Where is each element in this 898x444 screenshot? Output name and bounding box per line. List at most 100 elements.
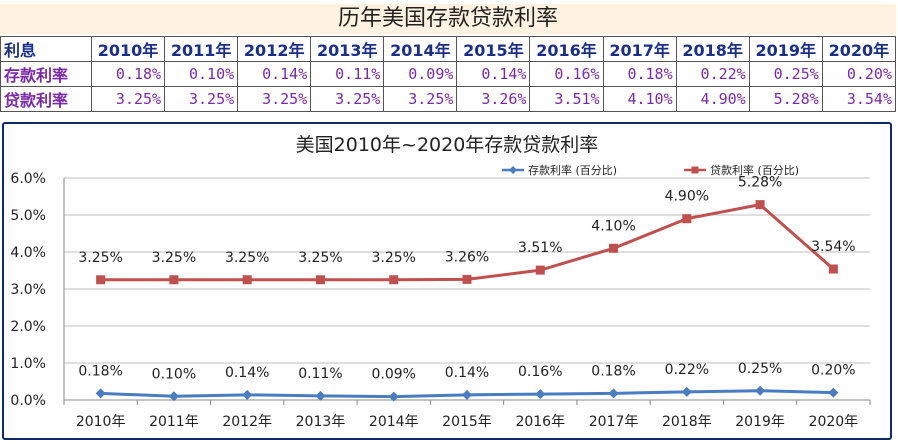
y-tick-label: 5.0%: [10, 208, 46, 224]
data-label: 0.25%: [738, 361, 782, 377]
series-line: [100, 203, 835, 282]
table-cell: 3.54%: [821, 86, 897, 112]
data-label: 0.10%: [152, 366, 196, 382]
data-label: 3.25%: [371, 250, 415, 266]
data-point: [755, 200, 765, 210]
legend-swatch-marker: [509, 166, 517, 174]
data-point: [608, 388, 619, 399]
data-point: [242, 275, 252, 285]
table-header-year: 2011年: [164, 36, 239, 62]
table-cell: 5.28%: [748, 86, 823, 112]
legend-entry: 贷款利率 (百分比): [710, 163, 799, 177]
line-chart: 美国2010年~2020年存款贷款利率 0.0% 1.0% 2.0% 3.0% 4.0% 5…: [10, 134, 871, 430]
data-label: 3.54%: [811, 239, 855, 255]
table-header-year: 2012年: [237, 36, 312, 62]
data-point: [168, 391, 179, 402]
table-cell: 3.25%: [90, 86, 166, 112]
table-cell: 3.25%: [164, 86, 239, 112]
table-cell: 3.25%: [383, 86, 458, 112]
table-header-year: 2019年: [748, 36, 823, 62]
table-cell: 3.51%: [529, 86, 604, 112]
table-header-year: 2014年: [383, 36, 458, 62]
data-point: [462, 389, 472, 400]
x-tick-label: 2018年: [662, 414, 712, 430]
data-label: 0.14%: [445, 365, 489, 381]
table-cell: 0.22%: [675, 61, 750, 87]
data-label: 3.25%: [152, 250, 196, 266]
data-point: [388, 391, 399, 402]
data-label: 5.28%: [738, 175, 782, 191]
x-tick-label: 2010年: [76, 414, 126, 430]
data-label: 3.25%: [225, 250, 269, 266]
data-point: [389, 275, 399, 285]
table-cell: 0.14%: [456, 61, 531, 87]
data-point: [828, 387, 839, 398]
y-tick-label: 4.0%: [10, 245, 46, 261]
table-cell: 0.20%: [821, 61, 897, 87]
table-header-row: 利息 2010年 2011年 2012年 2013年 2014年 2015年 2016年 20…: [0, 36, 897, 62]
table-row-label: 存款利率: [0, 61, 92, 87]
table-row: 贷款利率 3.25% 3.25% 3.25% 3.25% 3.25% 3.26% 3.51% 4…: [0, 86, 897, 112]
x-tick-label: 2017年: [589, 414, 639, 430]
corner-label: 利息: [0, 36, 92, 62]
x-tick-label: 2013年: [296, 414, 346, 430]
table-header-year: 2020年: [821, 36, 897, 62]
table-title: 历年美国存款贷款利率: [0, 4, 896, 34]
legend-swatch-marker: [691, 166, 699, 174]
data-point: [609, 243, 619, 253]
table-header-year: 2016年: [529, 36, 604, 62]
x-tick-label: 2011年: [149, 414, 199, 430]
table-cell: 3.26%: [456, 86, 531, 112]
table-cell: 3.25%: [310, 86, 385, 112]
data-point: [682, 214, 692, 224]
data-label: 3.25%: [298, 250, 342, 266]
data-point: [535, 265, 545, 275]
data-label: 3.25%: [78, 250, 122, 266]
y-tick-label: 0.0%: [10, 393, 46, 409]
data-point: [681, 386, 692, 397]
table-header-year: 2015年: [456, 36, 531, 62]
data-point: [462, 274, 472, 284]
table-header-year: 2013年: [310, 36, 385, 62]
table-header-year: 2017年: [602, 36, 677, 62]
table-cell: 0.10%: [164, 61, 239, 87]
data-label: 0.18%: [78, 363, 122, 379]
table-cell: 3.25%: [237, 86, 312, 112]
data-point: [95, 388, 106, 399]
data-label: 3.26%: [445, 249, 489, 265]
x-tick-label: 2019年: [735, 414, 785, 430]
y-tick-label: 1.0%: [10, 356, 46, 372]
x-tick-label: 2014年: [369, 414, 419, 430]
table-row: 存款利率 0.18% 0.10% 0.14% 0.11% 0.09% 0.14% 0.16% 0…: [0, 61, 897, 87]
table-row-label: 贷款利率: [0, 86, 92, 112]
data-point: [315, 390, 326, 401]
data-label: 0.11%: [298, 366, 342, 382]
table-cell: 4.90%: [675, 86, 750, 112]
data-point: [169, 275, 179, 285]
table-cell: 4.10%: [602, 86, 677, 112]
data-point: [828, 264, 838, 274]
data-point: [535, 389, 546, 400]
data-label: 0.20%: [811, 363, 855, 379]
data-label: 0.09%: [371, 367, 415, 383]
data-point: [96, 275, 106, 285]
data-label: 4.90%: [665, 189, 709, 205]
table-cell: 0.25%: [748, 61, 823, 87]
chart-frame: 美国2010年~2020年存款贷款利率 0.0% 1.0% 2.0% 3.0% 4.0% 5…: [2, 122, 892, 440]
data-point: [315, 275, 325, 285]
data-label: 3.51%: [518, 240, 562, 256]
x-tick-label: 2012年: [222, 414, 272, 430]
table-cell: 0.09%: [383, 61, 458, 87]
y-tick-label: 2.0%: [10, 319, 46, 335]
data-label: 4.10%: [591, 218, 635, 234]
table-header-year: 2018年: [675, 36, 750, 62]
x-tick-label: 2016年: [515, 414, 565, 430]
legend-entry: 存款利率 (百分比): [528, 163, 617, 177]
y-tick-label: 6.0%: [10, 171, 46, 187]
table-cell: 0.11%: [310, 61, 385, 87]
table-cell: 0.14%: [237, 61, 312, 87]
chart-title: 美国2010年~2020年存款贷款利率: [296, 134, 599, 156]
data-label: 0.18%: [591, 363, 635, 379]
data-label: 0.22%: [665, 362, 709, 378]
rates-table: 利息 2010年 2011年 2012年 2013年 2014年 2015年 2016年 20…: [0, 36, 897, 112]
